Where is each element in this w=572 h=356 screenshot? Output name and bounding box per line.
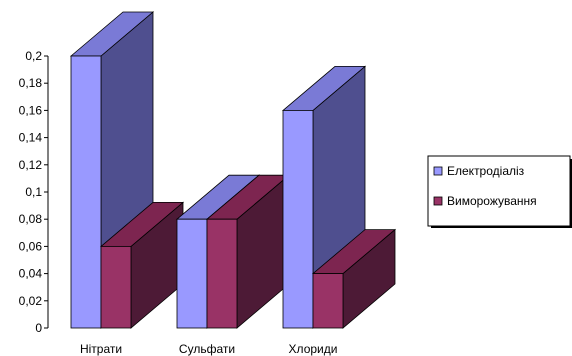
bar-front [206, 218, 238, 329]
y-tick-label: 0,08 [19, 212, 43, 226]
bar-front [312, 273, 344, 329]
y-tick-label: 0,04 [19, 267, 43, 281]
category-labels: Нітрати Сульфати Хлориди [80, 342, 338, 356]
legend-shadow-bottom [431, 226, 572, 228]
y-axis: 0 0,02 0,04 0,06 0,08 0,1 0,12 0,14 0,16 0,18 0,2 [19, 49, 49, 335]
y-tick-label: 0,2 [25, 49, 42, 63]
bar-front [282, 110, 314, 329]
category-label: Хлориди [289, 342, 338, 356]
y-tick-label: 0,1 [25, 185, 42, 199]
y-tick-label: 0 [35, 321, 42, 335]
category-label: Сульфати [179, 342, 235, 356]
legend-label-freezing: Виморожування [447, 194, 537, 208]
bar-freezing-0 [99, 201, 185, 329]
bar-front [100, 245, 132, 329]
y-tick-label: 0,16 [19, 103, 43, 117]
bar-front [176, 218, 208, 329]
y-tick-label: 0,12 [19, 158, 43, 172]
bar-front [70, 55, 102, 329]
y-tick-label: 0,06 [19, 239, 43, 253]
y-tick-label: 0,18 [19, 76, 43, 90]
legend-label-electrodialysis: Електродіаліз [447, 164, 525, 178]
legend-shadow-right [570, 159, 572, 228]
bar-freezing-1 [205, 174, 291, 329]
legend-swatch-electrodialysis [433, 166, 443, 176]
bars [69, 11, 397, 329]
legend: Електродіаліз Виморожування [427, 155, 572, 228]
category-label: Нітрати [80, 342, 122, 356]
bar-freezing-2 [311, 228, 397, 329]
y-tick-label: 0,14 [19, 131, 43, 145]
legend-swatch-freezing [433, 196, 443, 206]
y-tick-label: 0,02 [19, 294, 43, 308]
